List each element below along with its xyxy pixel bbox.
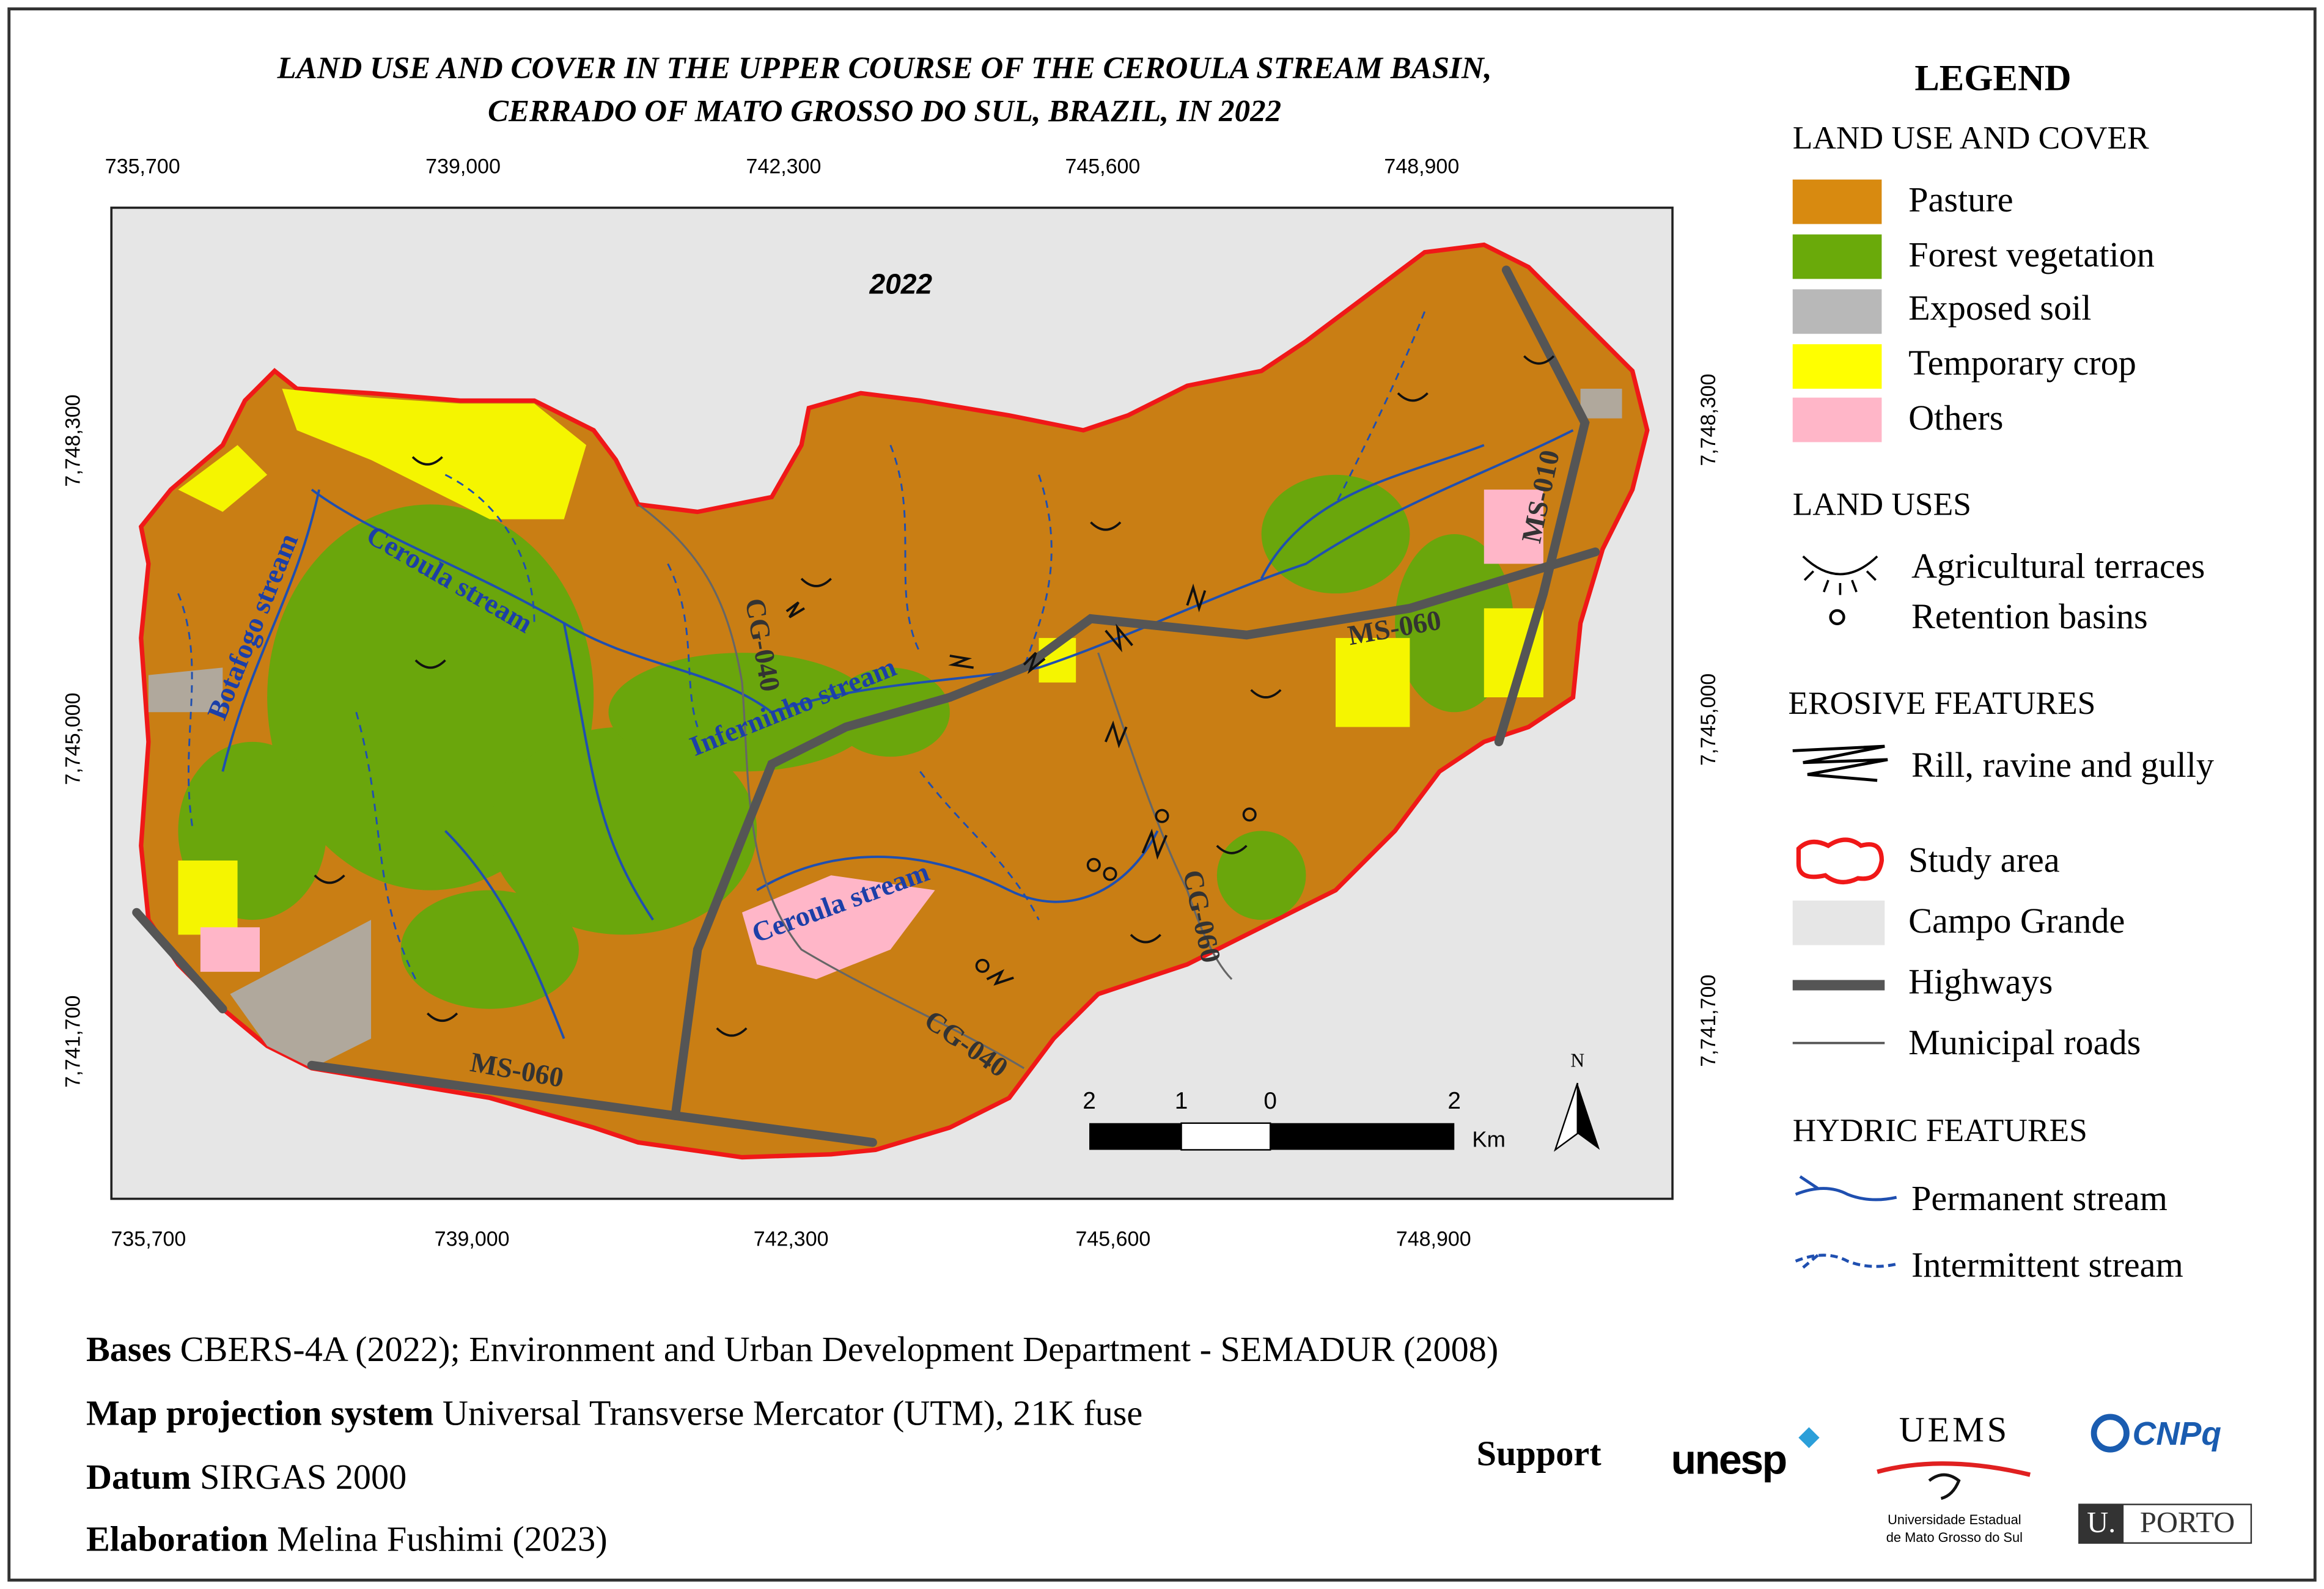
legend-label: Exposed soil [1908,288,2091,328]
logo-mark [1798,1427,1820,1448]
footer-line: Bases CBERS-4A (2022); Environment and U… [86,1329,1498,1369]
exposed-soil-patches [148,389,1622,1068]
footer-line: Map projection system Universal Transver… [86,1393,1142,1433]
logo-mark [2090,1414,2130,1453]
swatch [1792,179,1882,224]
legend-label: Forest vegetation [1908,235,2155,274]
x-coord: 742,300 [754,1227,829,1250]
scale-bar: 2 1 0 2 Km [1083,1088,1506,1151]
map-year: 2022 [869,268,932,300]
y-coord: 7,748,300 [1697,373,1720,466]
agricultural-terrace-marks [314,355,1555,1037]
intermittent-stream-icon [1795,1253,1897,1271]
y-coord: 7,745,000 [1697,673,1720,766]
legend-label: Campo Grande [1908,901,2125,941]
swatch [1792,234,1882,279]
logo-uporto: U. [2087,1506,2116,1539]
x-coord: 748,900 [1384,155,1459,178]
scale-unit: Km [1472,1126,1506,1151]
basin-icon [1829,609,1845,626]
legend-heading: HYDRIC FEATURES [1793,1112,2087,1148]
footer-key: Map projection system [86,1393,433,1433]
footer-value: Melina Fushimi (2023) [277,1519,607,1559]
terrace-icon [1802,556,1878,595]
others-patches [200,490,1543,980]
footer-value: CBERS-4A (2022); Environment and Urban D… [180,1329,1499,1369]
footer-key: Datum [86,1457,191,1497]
x-coord: 742,300 [746,155,822,178]
footer-key: Bases [86,1329,171,1369]
scale-label: 2 [1083,1088,1096,1114]
legend-label: Intermittent stream [1911,1245,2183,1285]
logo-uems-caption: de Mato Grosso do Sul [1886,1530,2023,1545]
y-coord: 7,741,700 [62,996,85,1088]
swatch [1792,344,1882,389]
legend-label: Agricultural terraces [1911,546,2205,586]
swatch [1792,900,1885,945]
map-title: LAND USE AND COVER IN THE UPPER COURSE O… [277,51,1492,86]
footer: Bases CBERS-4A (2022); Environment and U… [86,1329,1498,1559]
logo-mark [2079,1504,2124,1543]
logo-uems-caption: Universidade Estadual [1888,1512,2021,1527]
scale-label: 1 [1175,1088,1188,1114]
footer-key: Elaboration [86,1519,268,1559]
x-coord: 748,900 [1396,1227,1471,1250]
legend: LEGEND LAND USE AND COVER Pasture Forest… [1788,57,2214,1285]
municipal-roads [638,504,1233,1070]
legend-label: Retention basins [1911,596,2148,636]
legend-label: Highways [1908,961,2053,1001]
legend-label: Permanent stream [1911,1178,2168,1218]
y-coord: 7,741,700 [1697,975,1720,1067]
x-coord: 739,000 [425,155,501,178]
legend-label: Municipal roads [1908,1022,2141,1062]
retention-basin-marks [975,807,1257,973]
footer-value: Universal Transverse Mercator (UTM), 21K… [443,1393,1142,1433]
x-coord: 745,600 [1075,1227,1150,1250]
logo-mark [1877,1461,2031,1477]
legend-title: LEGEND [1914,57,2071,98]
footer-line: Elaboration Melina Fushimi (2023) [86,1519,608,1559]
logo-mark [1928,1473,1961,1500]
legend-label: Rill, ravine and gully [1911,745,2214,785]
swatch [1792,289,1882,334]
permanent-streams [221,429,1574,1040]
legend-heading: LAND USES [1793,486,1971,523]
logo-cnpq: CNPq [2133,1416,2221,1452]
erosion-marks [785,583,1207,986]
legend-label: Pasture [1908,180,2013,219]
x-coord: 735,700 [111,1227,186,1250]
legend-heading: EROSIVE FEATURES [1788,684,2095,721]
footer-value: SIRGAS 2000 [200,1457,406,1497]
legend-label: Others [1908,398,2003,438]
map-title: CERRADO OF MATO GROSSO DO SUL, BRAZIL, I… [488,95,1281,129]
swatch [1792,397,1882,442]
logo-uems: UEMS [1899,1409,2010,1449]
north-arrow: N [1553,1049,1600,1152]
study-area-icon [1796,837,1885,884]
y-coord: 7,748,300 [62,394,85,486]
scale-label: 2 [1447,1088,1461,1114]
highways [132,265,1600,1147]
permanent-stream-icon [1795,1175,1897,1202]
x-coord: 735,700 [105,155,180,178]
legend-label: Temporary crop [1908,343,2136,383]
coordinate-labels: 735,700 739,000 742,300 745,600 748,900 … [62,155,1720,1250]
scale-label: 0 [1263,1088,1277,1114]
support-label: Support [1477,1433,1602,1473]
erosion-icon [1792,744,1888,782]
logo-unesp: unesp [1671,1437,1786,1483]
x-coord: 739,000 [435,1227,510,1250]
legend-label: Study area [1908,840,2060,879]
north-label: N [1570,1049,1584,1071]
study-area [138,242,1650,1160]
x-coord: 745,600 [1065,155,1140,178]
legend-heading: LAND USE AND COVER [1793,119,2149,156]
support: Support unesp UEMS Universidade Estadual… [1477,1409,2252,1545]
logo-uporto: PORTO [2140,1506,2235,1539]
y-coord: 7,745,000 [62,692,85,785]
footer-line: Datum SIRGAS 2000 [86,1457,406,1497]
intermittent-streams [177,311,1426,980]
